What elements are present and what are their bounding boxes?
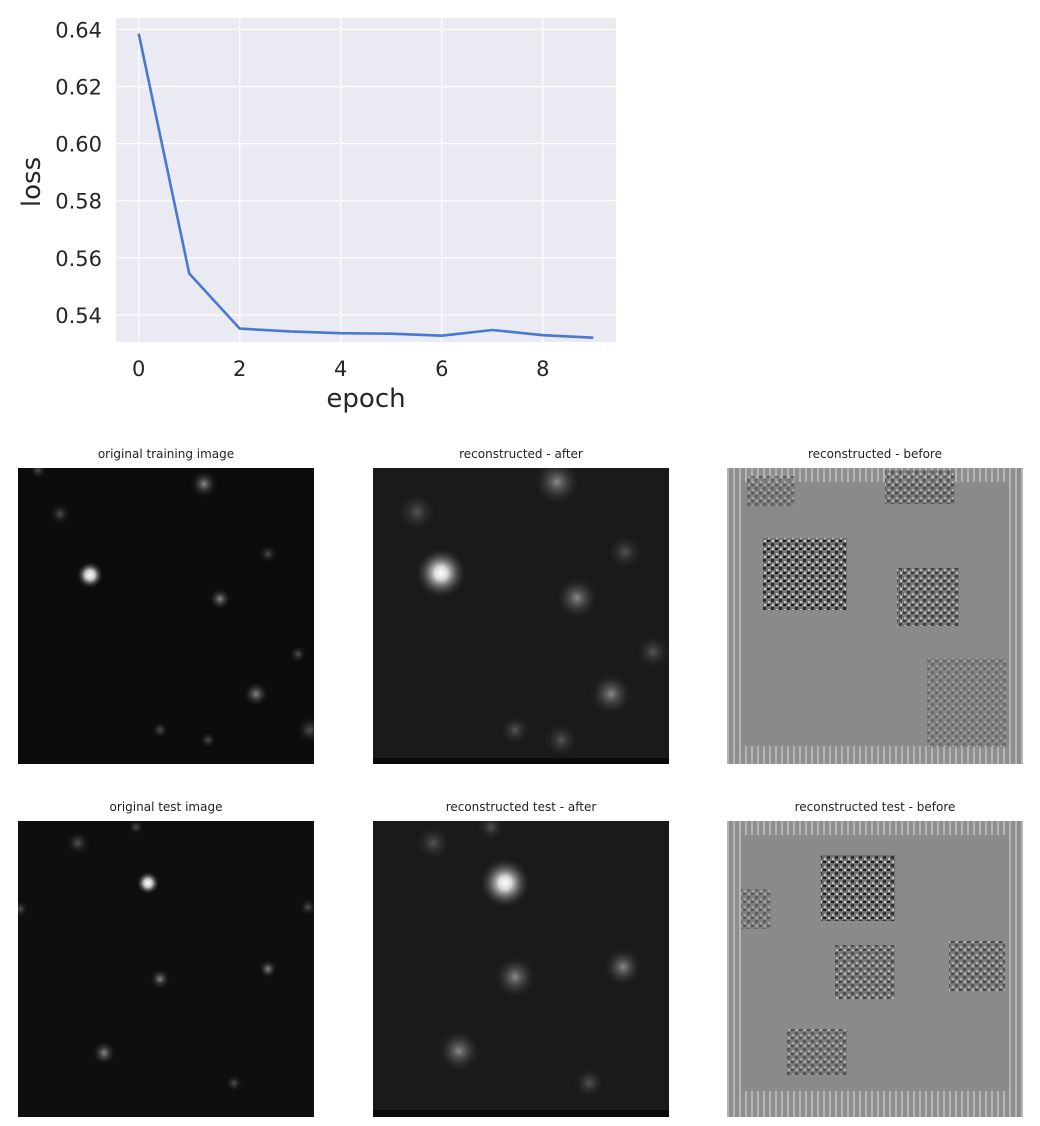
image-reconstructed-after [373, 468, 669, 764]
image-title-reconstructed-test-before: reconstructed test - before [794, 800, 956, 814]
image-original-test [18, 821, 314, 1117]
loss-series-line [137, 33, 594, 340]
image-title-reconstructed-test-after: reconstructed test - after [445, 800, 597, 814]
image-title-reconstructed-before: reconstructed - before [808, 447, 942, 461]
loss-chart: 0 2 4 6 8 0.54 0.56 0.58 0.60 0.62 0.64 epoch loss [17, 18, 616, 414]
x-tick-label: 8 [536, 357, 549, 381]
image-title-original-test: original test image [109, 800, 223, 814]
image-original-training [18, 468, 314, 764]
y-tick-label: 0.58 [55, 190, 102, 214]
image-reconstructed-test-before [727, 821, 1023, 1117]
x-axis-label: epoch [326, 384, 405, 414]
y-tick-label: 0.60 [55, 133, 102, 157]
y-tick-label: 0.62 [55, 76, 102, 100]
x-tick-label: 4 [334, 357, 347, 381]
image-title-reconstructed-after: reconstructed - after [459, 447, 583, 461]
x-tick-label: 0 [132, 357, 145, 381]
y-tick-label: 0.56 [55, 247, 102, 271]
x-tick-label: 6 [435, 357, 448, 381]
image-title-original-training: original training image [97, 447, 235, 461]
x-tick-label: 2 [233, 357, 246, 381]
series [137, 33, 594, 340]
image-reconstructed-before [727, 468, 1023, 764]
y-tick-label: 0.54 [55, 304, 102, 328]
y-tick-label: 0.64 [55, 18, 102, 42]
y-axis-label: loss [17, 157, 47, 207]
plot-background [116, 18, 616, 342]
grid [116, 18, 616, 342]
ticks: 0 2 4 6 8 0.54 0.56 0.58 0.60 0.62 0.64 [55, 18, 549, 381]
image-reconstructed-test-after [373, 821, 669, 1117]
